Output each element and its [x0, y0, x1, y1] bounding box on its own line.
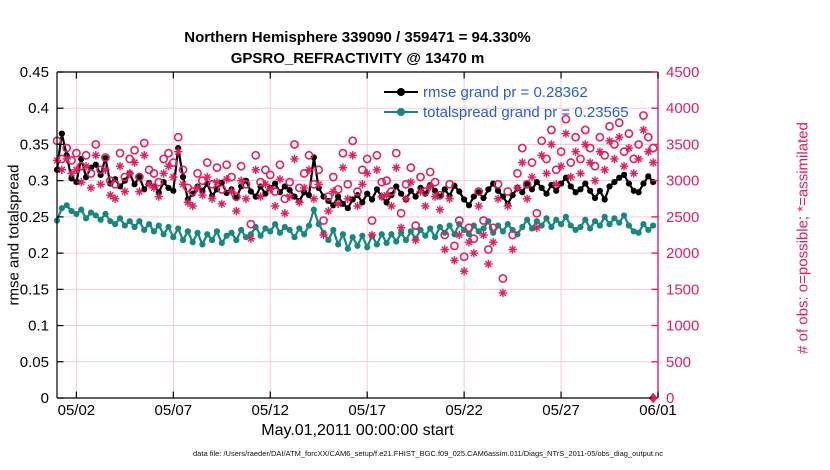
svg-text:05/22: 05/22: [445, 402, 483, 419]
svg-text:0.25: 0.25: [20, 209, 49, 226]
svg-text:05/07: 05/07: [155, 402, 193, 419]
svg-text:0: 0: [666, 390, 674, 407]
title-block: Northern Hemisphere 339090 / 359471 = 94…: [57, 27, 658, 69]
svg-text:0.05: 0.05: [20, 354, 49, 371]
svg-text:3000: 3000: [666, 173, 699, 190]
data-file-caption: data file: /Users/raeder/DAI/ATM_forcXX/…: [193, 449, 663, 458]
axes: [56, 71, 659, 399]
svg-text:0.2: 0.2: [28, 245, 49, 262]
totalspread-line-marker-swatch: [384, 107, 418, 117]
svg-text:0.4: 0.4: [28, 100, 49, 117]
legend-label-rmse: rmse grand pr = 0.28362: [423, 83, 588, 101]
legend-item-totalspread: totalspread grand pr = 0.23565: [384, 102, 629, 122]
series-possible: [52, 111, 658, 283]
svg-text:05/17: 05/17: [348, 402, 386, 419]
svg-text:1500: 1500: [666, 281, 699, 298]
svg-text:4500: 4500: [666, 64, 699, 81]
left-axis-label: rmse and totalspread: [5, 164, 23, 306]
svg-text:3500: 3500: [666, 136, 699, 153]
svg-text:0.45: 0.45: [20, 64, 49, 81]
svg-text:2500: 2500: [666, 209, 699, 226]
tick-labels: 05/02 05/07 05/12 05/17 05/22 05/27 06/0100.05…: [20, 64, 700, 419]
legend: rmse grand pr = 0.28362 totalspread gran…: [384, 82, 629, 122]
series-totalspread: [53, 202, 657, 252]
svg-text:500: 500: [666, 354, 691, 371]
svg-text:1000: 1000: [666, 318, 699, 335]
svg-text:05/27: 05/27: [542, 402, 580, 419]
svg-text:05/02: 05/02: [58, 402, 96, 419]
svg-text:05/12: 05/12: [251, 402, 289, 419]
svg-text:0.35: 0.35: [20, 136, 49, 153]
svg-text:4000: 4000: [666, 100, 699, 117]
legend-label-totalspread: totalspread grand pr = 0.23565: [423, 103, 629, 121]
svg-text:2000: 2000: [666, 245, 699, 262]
svg-text:0.1: 0.1: [28, 318, 49, 335]
right-axis-label: # of obs: o=possible; *=assimilated: [794, 122, 812, 354]
svg-text:06/01: 06/01: [639, 402, 677, 419]
tick-marks: [57, 71, 659, 399]
totalspread-swatch-dot: [397, 107, 405, 116]
x-axis-label: May.01,2011 00:00:00 start: [261, 422, 454, 439]
legend-item-rmse: rmse grand pr = 0.28362: [384, 82, 629, 102]
svg-text:0.15: 0.15: [20, 281, 49, 298]
series-assimilated: [52, 125, 658, 298]
svg-text:0.3: 0.3: [28, 173, 49, 190]
chart-title: Northern Hemisphere 339090 / 359471 = 94…: [184, 29, 531, 46]
chart-subtitle: GPSRO_REFRACTIVITY @ 13470 m: [230, 50, 485, 67]
rmse-swatch-dot: [397, 87, 405, 96]
svg-text:0: 0: [41, 390, 49, 407]
rmse-line-marker-swatch: [384, 87, 418, 97]
